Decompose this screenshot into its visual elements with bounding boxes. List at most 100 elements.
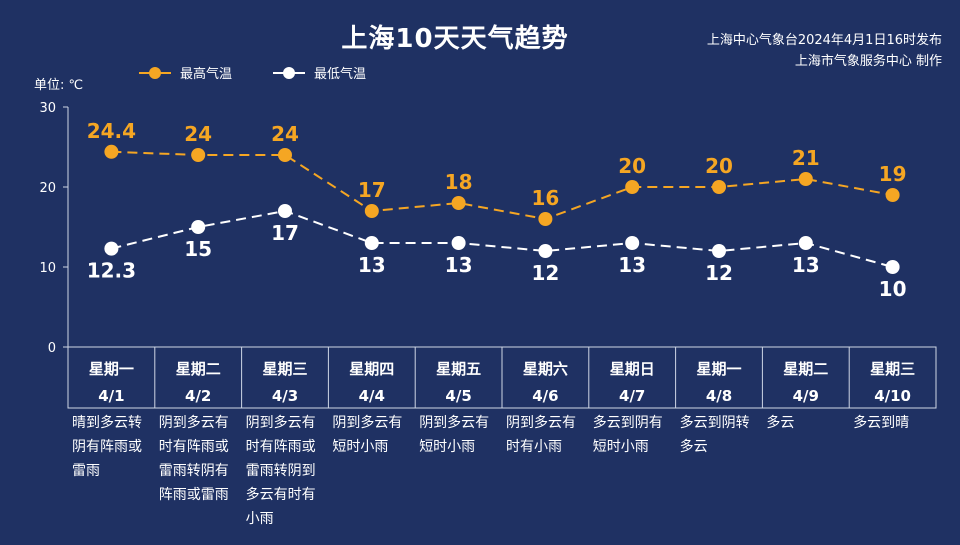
point-high xyxy=(538,212,553,226)
weather-line: 阴到多云有 xyxy=(158,415,229,431)
point-high xyxy=(625,180,640,194)
point-high xyxy=(451,196,466,210)
x-tick-weekday: 星期一 xyxy=(696,360,741,378)
point-high xyxy=(191,148,206,162)
weather-description: 晴到多云转阴有阵雨或雷雨 xyxy=(72,411,154,483)
data-label-high: 16 xyxy=(531,186,559,210)
point-high xyxy=(278,148,292,162)
data-label-low: 10 xyxy=(879,277,907,301)
data-label-low: 13 xyxy=(792,253,820,277)
x-tick-date: 4/5 xyxy=(445,387,471,405)
data-label-low: 17 xyxy=(271,221,299,245)
point-low xyxy=(538,244,553,258)
x-tick-date: 4/9 xyxy=(793,387,819,405)
weather-line: 阴到多云有 xyxy=(419,415,490,431)
y-tick-label: 20 xyxy=(39,181,56,196)
weather-line: 多云到晴 xyxy=(853,415,910,431)
point-high xyxy=(798,172,813,186)
data-label-high: 20 xyxy=(618,154,646,178)
unit-label: 单位: ℃ xyxy=(34,78,84,93)
data-label-high: 21 xyxy=(792,146,820,170)
x-tick-weekday: 星期五 xyxy=(436,360,481,378)
x-tick-date: 4/1 xyxy=(98,387,124,405)
weather-line: 雷雨转阴到 xyxy=(245,463,316,479)
weather-description: 多云到阴转 多云 xyxy=(680,411,762,459)
weather-line: 晴到多云转 xyxy=(72,415,142,431)
point-low xyxy=(885,260,900,274)
data-label-high: 18 xyxy=(445,170,473,194)
data-label-low: 13 xyxy=(358,253,386,277)
weather-line: 短时小雨 xyxy=(592,439,649,455)
y-tick-label: 0 xyxy=(48,341,56,356)
weather-description: 多云到阴有 短时小雨 xyxy=(593,411,675,459)
y-tick-label: 30 xyxy=(39,101,56,116)
x-tick-date: 4/3 xyxy=(272,387,298,405)
data-label-high: 20 xyxy=(705,154,733,178)
weather-line: 时有阵雨或 xyxy=(158,439,229,455)
legend-item-high: 最高气温 xyxy=(138,63,232,82)
weather-line: 雷雨转阴有 xyxy=(158,463,229,479)
point-low xyxy=(712,244,726,258)
chart-title: 上海10天天气趋势 xyxy=(341,24,569,54)
weather-description: 阴到多云有 时有小雨 xyxy=(506,411,588,459)
weather-description: 阴到多云有 时有阵雨或 雷雨转阴到 多云有时有 小雨 xyxy=(246,411,328,531)
legend-low-marker xyxy=(273,66,305,79)
data-label-low: 15 xyxy=(184,237,212,261)
data-label-high: 24 xyxy=(184,122,212,146)
x-tick-date: 4/4 xyxy=(359,387,385,405)
legend-high-marker xyxy=(139,66,171,79)
point-low xyxy=(364,236,379,250)
data-label-low: 12 xyxy=(705,261,733,285)
weather-description: 多云 xyxy=(766,411,848,435)
point-low xyxy=(451,236,466,250)
publisher-line-2: 上海市气象服务中心 制作 xyxy=(794,54,942,69)
weather-line: 阴到多云有 xyxy=(506,415,576,431)
point-high xyxy=(885,188,900,202)
point-low xyxy=(625,236,640,250)
x-tick-weekday: 星期四 xyxy=(349,360,394,378)
legend-item-low: 最低气温 xyxy=(272,63,366,82)
data-label-high: 24.4 xyxy=(87,119,136,143)
data-label-low: 13 xyxy=(445,253,473,277)
weather-description: 阴到多云有 短时小雨 xyxy=(332,411,414,459)
x-tick-date: 4/8 xyxy=(706,387,732,405)
weather-line: 小雨 xyxy=(245,511,274,527)
series-line-high xyxy=(111,150,893,221)
series-line-low xyxy=(111,209,893,268)
weather-line: 阴到多云有 xyxy=(332,415,403,431)
weather-description: 阴到多云有 时有阵雨或 雷雨转阴有 阵雨或雷雨 xyxy=(159,411,241,507)
x-tick-date: 4/6 xyxy=(532,387,558,405)
data-label-high: 19 xyxy=(879,162,907,186)
weather-line: 多云到阴转 xyxy=(679,415,750,431)
legend-low-label: 最低气温 xyxy=(314,67,367,82)
data-label-high: 24 xyxy=(271,122,299,146)
y-tick-label: 10 xyxy=(39,261,56,276)
weather-line: 阴有阵雨或 xyxy=(72,439,142,455)
publisher-line-1: 上海中心气象台2024年4月1日16时发布 xyxy=(706,33,942,48)
data-label-low: 13 xyxy=(618,253,646,277)
point-high xyxy=(104,144,119,159)
data-label-low: 12 xyxy=(531,261,559,285)
weather-line: 短时小雨 xyxy=(419,439,476,455)
x-tick-weekday: 星期三 xyxy=(870,360,915,378)
point-high xyxy=(364,204,379,218)
weather-line: 多云到阴有 xyxy=(592,415,663,431)
weather-line: 雷雨 xyxy=(72,463,100,479)
x-tick-weekday: 星期三 xyxy=(262,360,307,378)
weather-description: 多云到晴 xyxy=(853,411,935,435)
weather-line: 阴到多云有 xyxy=(245,415,316,431)
weather-description: 阴到多云有 短时小雨 xyxy=(419,411,501,459)
weather-line: 短时小雨 xyxy=(332,439,389,455)
x-tick-weekday: 星期日 xyxy=(610,360,655,378)
point-low xyxy=(104,241,119,256)
x-tick-weekday: 星期二 xyxy=(783,360,828,378)
point-low xyxy=(278,204,292,218)
publisher-info: 上海中心气象台2024年4月1日16时发布 上海市气象服务中心 制作 xyxy=(707,30,942,72)
data-label-low: 12.3 xyxy=(87,259,136,283)
x-tick-weekday: 星期二 xyxy=(176,360,221,378)
weather-line: 多云 xyxy=(766,415,795,431)
data-label-high: 17 xyxy=(358,178,386,202)
x-tick-date: 4/2 xyxy=(185,387,211,405)
weather-line: 时有阵雨或 xyxy=(245,439,316,455)
